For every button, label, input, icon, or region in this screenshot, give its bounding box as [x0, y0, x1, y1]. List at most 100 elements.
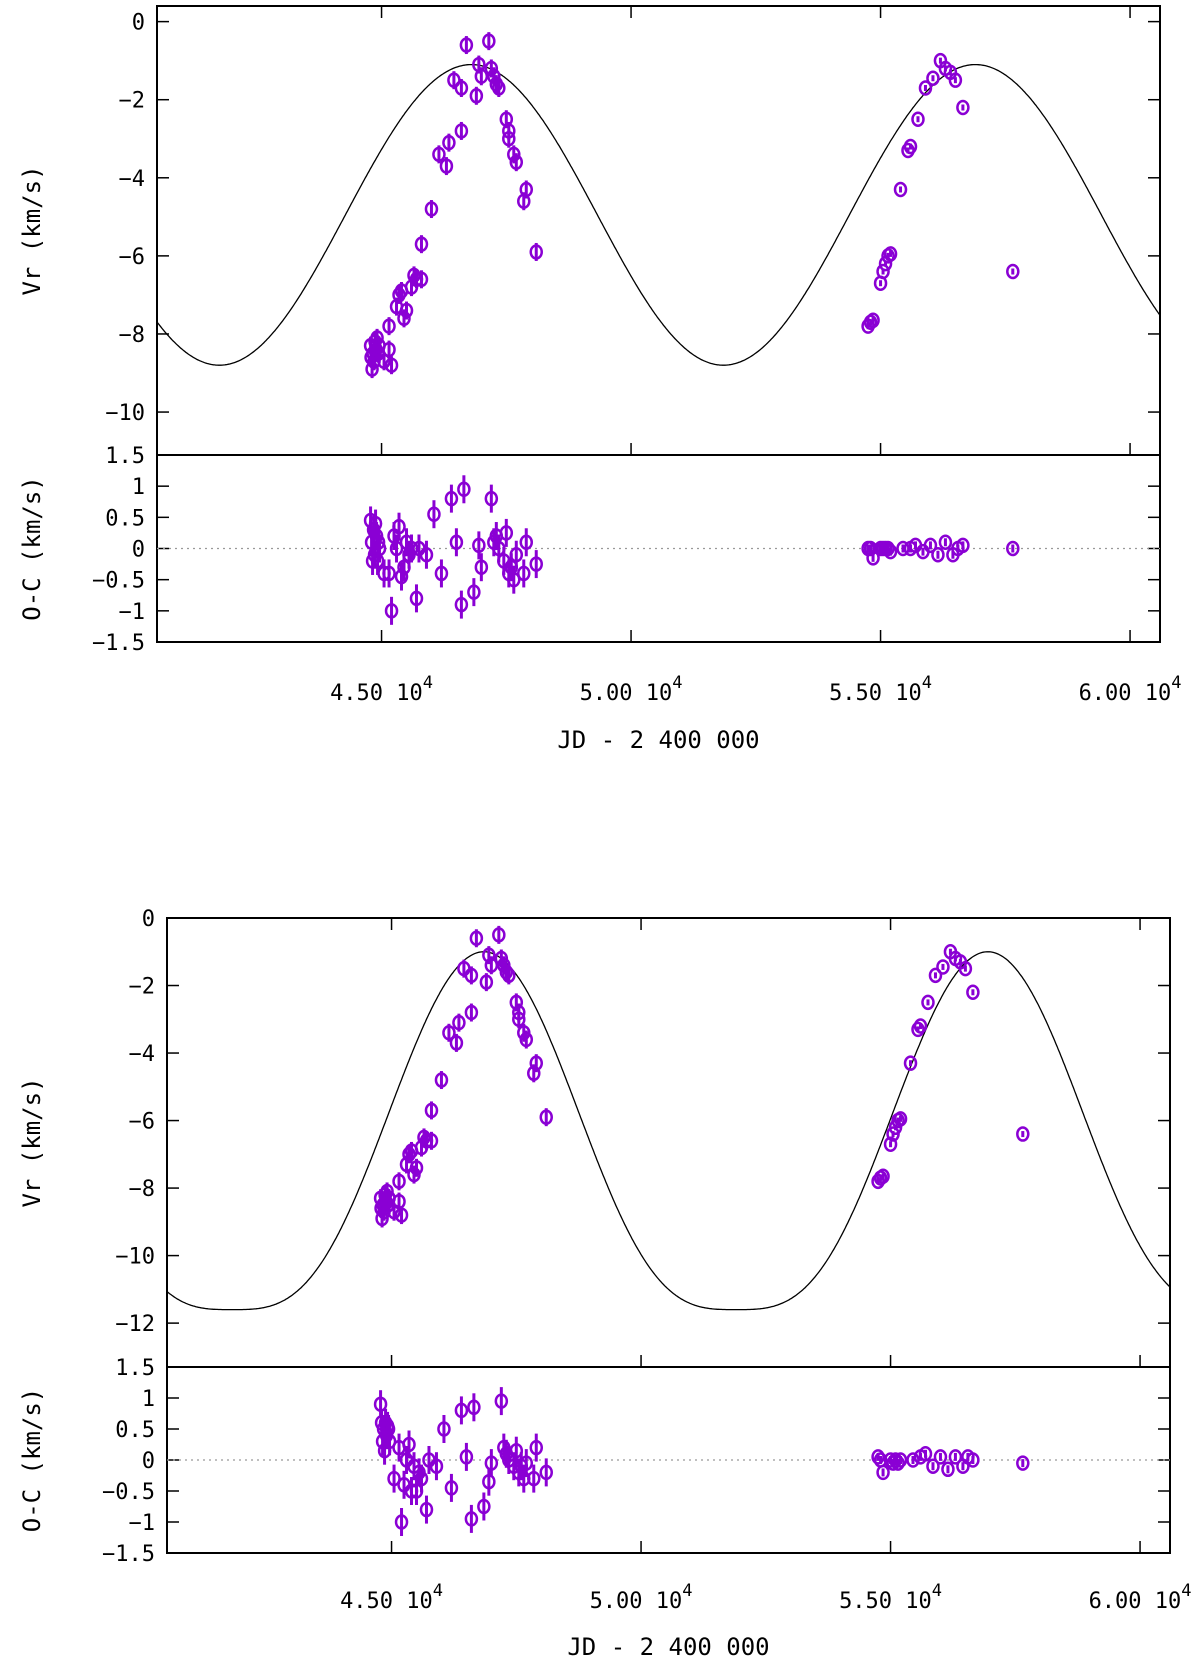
rv-data-point — [474, 67, 489, 86]
rv-data-point — [484, 956, 499, 975]
rv-data-point — [509, 993, 524, 1012]
residual-data-point — [382, 559, 396, 588]
rv-data-point — [958, 960, 973, 977]
rv-data-point — [382, 317, 396, 336]
x-tick-label: 5.00 104 — [590, 1581, 693, 1614]
residual-data-point — [519, 1449, 534, 1478]
residual-data-point — [454, 590, 469, 619]
residual-y-tick-label: 0 — [142, 1449, 155, 1474]
x-tick-label: 6.00 104 — [1089, 1581, 1192, 1614]
residual-data-point — [449, 528, 464, 557]
rv-y-tick-label: −8 — [129, 1177, 156, 1202]
rv-data-point — [492, 925, 506, 944]
x-tick-label: 4.50 104 — [340, 1581, 443, 1614]
rv-data-point — [948, 72, 963, 88]
residual-data-point — [931, 546, 945, 563]
rv-data-point — [452, 1013, 466, 1032]
residual-y-tick-label: −1 — [129, 1511, 156, 1536]
residual-data-point — [876, 1464, 890, 1481]
residual-data-point — [429, 1452, 444, 1481]
rv-data-point — [918, 80, 933, 96]
rv-data-point — [539, 1108, 553, 1127]
residual-data-point — [482, 1467, 496, 1496]
residual-data-point — [941, 1461, 955, 1478]
rv-data-point — [921, 994, 935, 1011]
residual-y-tick-label: 1 — [132, 475, 145, 500]
residual-data-point — [419, 540, 434, 569]
rv-data-point — [414, 270, 429, 289]
rv-data-point — [424, 1131, 439, 1150]
residual-data-point — [509, 1436, 524, 1465]
x-tick-label: 5.50 104 — [839, 1581, 942, 1614]
residual-data-point — [389, 534, 404, 563]
residual-y-tick-label: 1.5 — [115, 1356, 155, 1381]
rv-data-point — [464, 1003, 479, 1022]
residual-data-point — [896, 540, 910, 557]
model-curve — [157, 63, 1160, 366]
residual-data-point — [956, 537, 970, 554]
residual-data-point — [926, 1458, 940, 1474]
rv-data-point — [499, 963, 514, 982]
rv-data-point — [370, 328, 384, 347]
x-tick-label: 6.00 104 — [1079, 673, 1182, 706]
residual-data-point — [923, 537, 938, 554]
rv-data-point — [424, 1101, 439, 1120]
residual-data-point — [472, 531, 486, 560]
rv-data-point — [417, 1128, 431, 1147]
rv-data-point — [399, 301, 414, 320]
residual-data-point — [394, 1508, 409, 1536]
residual-data-point — [459, 1442, 474, 1471]
rv-data-point — [394, 1206, 409, 1225]
residual-data-point — [394, 562, 409, 591]
rv-y-tick-label: −4 — [119, 167, 146, 192]
residual-data-point — [474, 553, 489, 582]
bottom-panel: 0 −2 −4 −6 −8 −10 −12 1.5 1 0.5 0 −0.5 −1 −1.5 4.50 10… — [18, 907, 1192, 1661]
rv-y-tick-label: −10 — [115, 1245, 155, 1270]
rv-data-point — [492, 78, 506, 97]
residual-data-point — [509, 540, 524, 569]
residual-data-point — [457, 475, 471, 504]
residual-data-point — [1006, 540, 1020, 557]
residual-y-tick-label: −0.5 — [102, 1480, 155, 1505]
rv-data-point — [424, 200, 439, 219]
rv-data-point — [457, 959, 471, 978]
residual-data-point — [484, 1449, 499, 1478]
rv-data-point — [382, 340, 396, 359]
rv-data-point — [454, 78, 469, 97]
rv-data-point — [512, 1010, 526, 1029]
rv-data-point — [876, 1168, 890, 1185]
rv-data-point — [439, 157, 454, 176]
rv-data-point — [893, 1111, 908, 1127]
rv-data-point — [936, 959, 950, 975]
residual-data-point — [477, 1492, 491, 1521]
rv-y-tick-label: −8 — [119, 323, 146, 348]
rv-data-point — [484, 59, 499, 78]
rv-data-point — [529, 1054, 544, 1073]
residual-data-point — [372, 534, 387, 563]
residual-data-point — [454, 1396, 469, 1425]
residual-data-point — [419, 1495, 434, 1524]
residual-data-point — [402, 1430, 416, 1459]
residual-data-point — [507, 565, 521, 594]
x-axis-label: JD - 2 400 000 — [567, 1633, 769, 1661]
residual-data-point — [484, 484, 499, 513]
rv-data-point — [903, 1055, 918, 1071]
residual-y-tick-label: −1 — [119, 600, 146, 625]
residual-data-point — [467, 578, 481, 607]
residual-data-point — [409, 584, 424, 613]
rv-data-point — [469, 929, 484, 948]
rv-data-point — [432, 145, 446, 164]
rv-data-point — [502, 129, 516, 148]
rv-y-tick-label: −10 — [105, 401, 145, 426]
residual-data-point — [444, 484, 459, 513]
rv-data-point — [402, 1145, 416, 1164]
residual-data-point — [437, 1415, 451, 1443]
rv-y-tick-label: −2 — [119, 89, 146, 114]
top-panel: 0 −2 −4 −6 −8 −10 1.5 1 0.5 0 −0.5 −1 −1.5 4.50 104 5.… — [18, 5, 1182, 754]
residual-data-point — [434, 559, 449, 588]
rv-y-axis-label: Vr (km/s) — [18, 165, 46, 295]
rv-data-point — [911, 111, 925, 127]
residual-data-point — [529, 550, 543, 579]
rv-data-point — [384, 356, 399, 375]
